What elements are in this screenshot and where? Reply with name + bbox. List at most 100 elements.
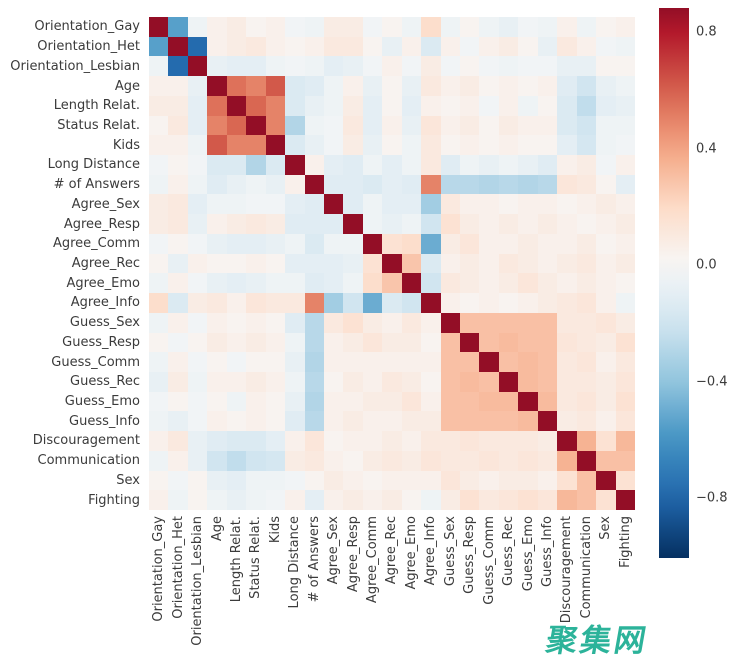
heatmap-cell xyxy=(246,174,266,195)
heatmap-cell xyxy=(362,450,383,471)
colorbar xyxy=(659,8,689,558)
heatmap-cell xyxy=(343,352,363,372)
colorbar-tick-label: 0.8 xyxy=(696,24,717,40)
heatmap-cell xyxy=(440,450,461,471)
heatmap-cell xyxy=(518,76,538,96)
heatmap-cell xyxy=(498,115,519,136)
heatmap-cell xyxy=(596,273,616,294)
heatmap-cell xyxy=(460,490,480,510)
heatmap-cell xyxy=(479,470,499,491)
heatmap-cell xyxy=(537,95,558,116)
heatmap-cell xyxy=(304,174,324,195)
heatmap-cell xyxy=(615,391,635,412)
heatmap-cell xyxy=(537,391,558,412)
heatmap-cell xyxy=(557,371,577,392)
heatmap-cell xyxy=(421,214,441,234)
heatmap-cell xyxy=(596,470,616,491)
heatmap-cell xyxy=(323,490,344,510)
heatmap-cell xyxy=(615,371,635,392)
heatmap-cell xyxy=(304,352,324,372)
y-tick-label: Communication xyxy=(37,453,140,469)
heatmap-cell xyxy=(440,470,461,491)
y-tick-label: Length Relat. xyxy=(53,98,140,114)
heatmap-cell xyxy=(401,76,422,96)
x-tick-label: Age xyxy=(209,516,225,542)
heatmap-cell xyxy=(518,56,538,77)
heatmap-cell xyxy=(382,411,402,432)
heatmap-cell xyxy=(362,56,383,77)
heatmap-cell xyxy=(226,470,247,491)
y-tick-label: Agree_Comm xyxy=(52,236,140,252)
heatmap-cell xyxy=(304,293,324,313)
x-tick-label: # of Answers xyxy=(306,516,322,603)
heatmap-cell xyxy=(615,470,635,491)
heatmap-cell xyxy=(440,253,461,274)
heatmap-cell xyxy=(226,352,247,372)
heatmap-cell xyxy=(304,470,324,491)
heatmap-cell xyxy=(479,36,499,57)
heatmap-cell xyxy=(557,450,577,471)
heatmap-cell xyxy=(460,36,480,57)
heatmap-cell xyxy=(343,194,363,215)
heatmap-cell xyxy=(323,253,344,274)
heatmap-cell xyxy=(596,76,616,96)
heatmap-cell xyxy=(323,76,344,96)
heatmap-cell xyxy=(518,95,538,116)
heatmap-cell xyxy=(557,174,577,195)
heatmap-cell xyxy=(362,155,383,175)
heatmap-cell xyxy=(285,76,305,96)
heatmap-cell xyxy=(479,95,499,116)
heatmap-cell xyxy=(149,431,169,451)
heatmap-cell xyxy=(557,332,577,353)
heatmap-cell xyxy=(440,76,461,96)
heatmap-cell xyxy=(362,253,383,274)
heatmap-cell xyxy=(479,371,499,392)
heatmap-cell xyxy=(479,411,499,432)
heatmap-cell xyxy=(382,431,402,451)
y-tick-label: Status Relat. xyxy=(57,117,140,133)
heatmap-cell xyxy=(518,135,538,156)
heatmap-cell xyxy=(246,371,266,392)
heatmap-cell xyxy=(576,155,597,175)
heatmap-cell xyxy=(460,312,480,333)
heatmap-cell xyxy=(440,233,461,254)
heatmap-cell xyxy=(207,490,227,510)
heatmap-cell xyxy=(187,135,208,156)
heatmap-cell xyxy=(226,450,247,471)
heatmap-cell xyxy=(226,76,247,96)
x-tick-label: Agree_Sex xyxy=(326,516,342,585)
heatmap-cell xyxy=(187,293,208,313)
heatmap-cell xyxy=(382,293,402,313)
heatmap-cell xyxy=(149,233,169,254)
heatmap-cell xyxy=(460,17,480,37)
heatmap-cell xyxy=(498,233,519,254)
heatmap-cell xyxy=(362,174,383,195)
heatmap-cell xyxy=(498,312,519,333)
heatmap-cell xyxy=(557,411,577,432)
heatmap-cell xyxy=(168,194,188,215)
heatmap-cell xyxy=(362,371,383,392)
heatmap-cell xyxy=(421,17,441,37)
heatmap-cell xyxy=(498,253,519,274)
heatmap-cell xyxy=(479,174,499,195)
heatmap-cell xyxy=(498,17,519,37)
heatmap-cell xyxy=(362,76,383,96)
heatmap-cell xyxy=(557,352,577,372)
heatmap-cell xyxy=(187,115,208,136)
heatmap-cell xyxy=(362,332,383,353)
heatmap-cell xyxy=(615,56,635,77)
heatmap-cell xyxy=(285,95,305,116)
heatmap-cell xyxy=(168,411,188,432)
heatmap-cell xyxy=(285,155,305,175)
heatmap-cell xyxy=(285,411,305,432)
y-tick-label: Fighting xyxy=(88,492,140,508)
heatmap-cell xyxy=(187,17,208,37)
heatmap-cell xyxy=(265,332,286,353)
heatmap-cell xyxy=(246,36,266,57)
heatmap-cell xyxy=(421,431,441,451)
heatmap-cell xyxy=(557,470,577,491)
heatmap-cell xyxy=(362,293,383,313)
heatmap-cell xyxy=(518,36,538,57)
heatmap-cell xyxy=(246,293,266,313)
heatmap-cell xyxy=(362,352,383,372)
